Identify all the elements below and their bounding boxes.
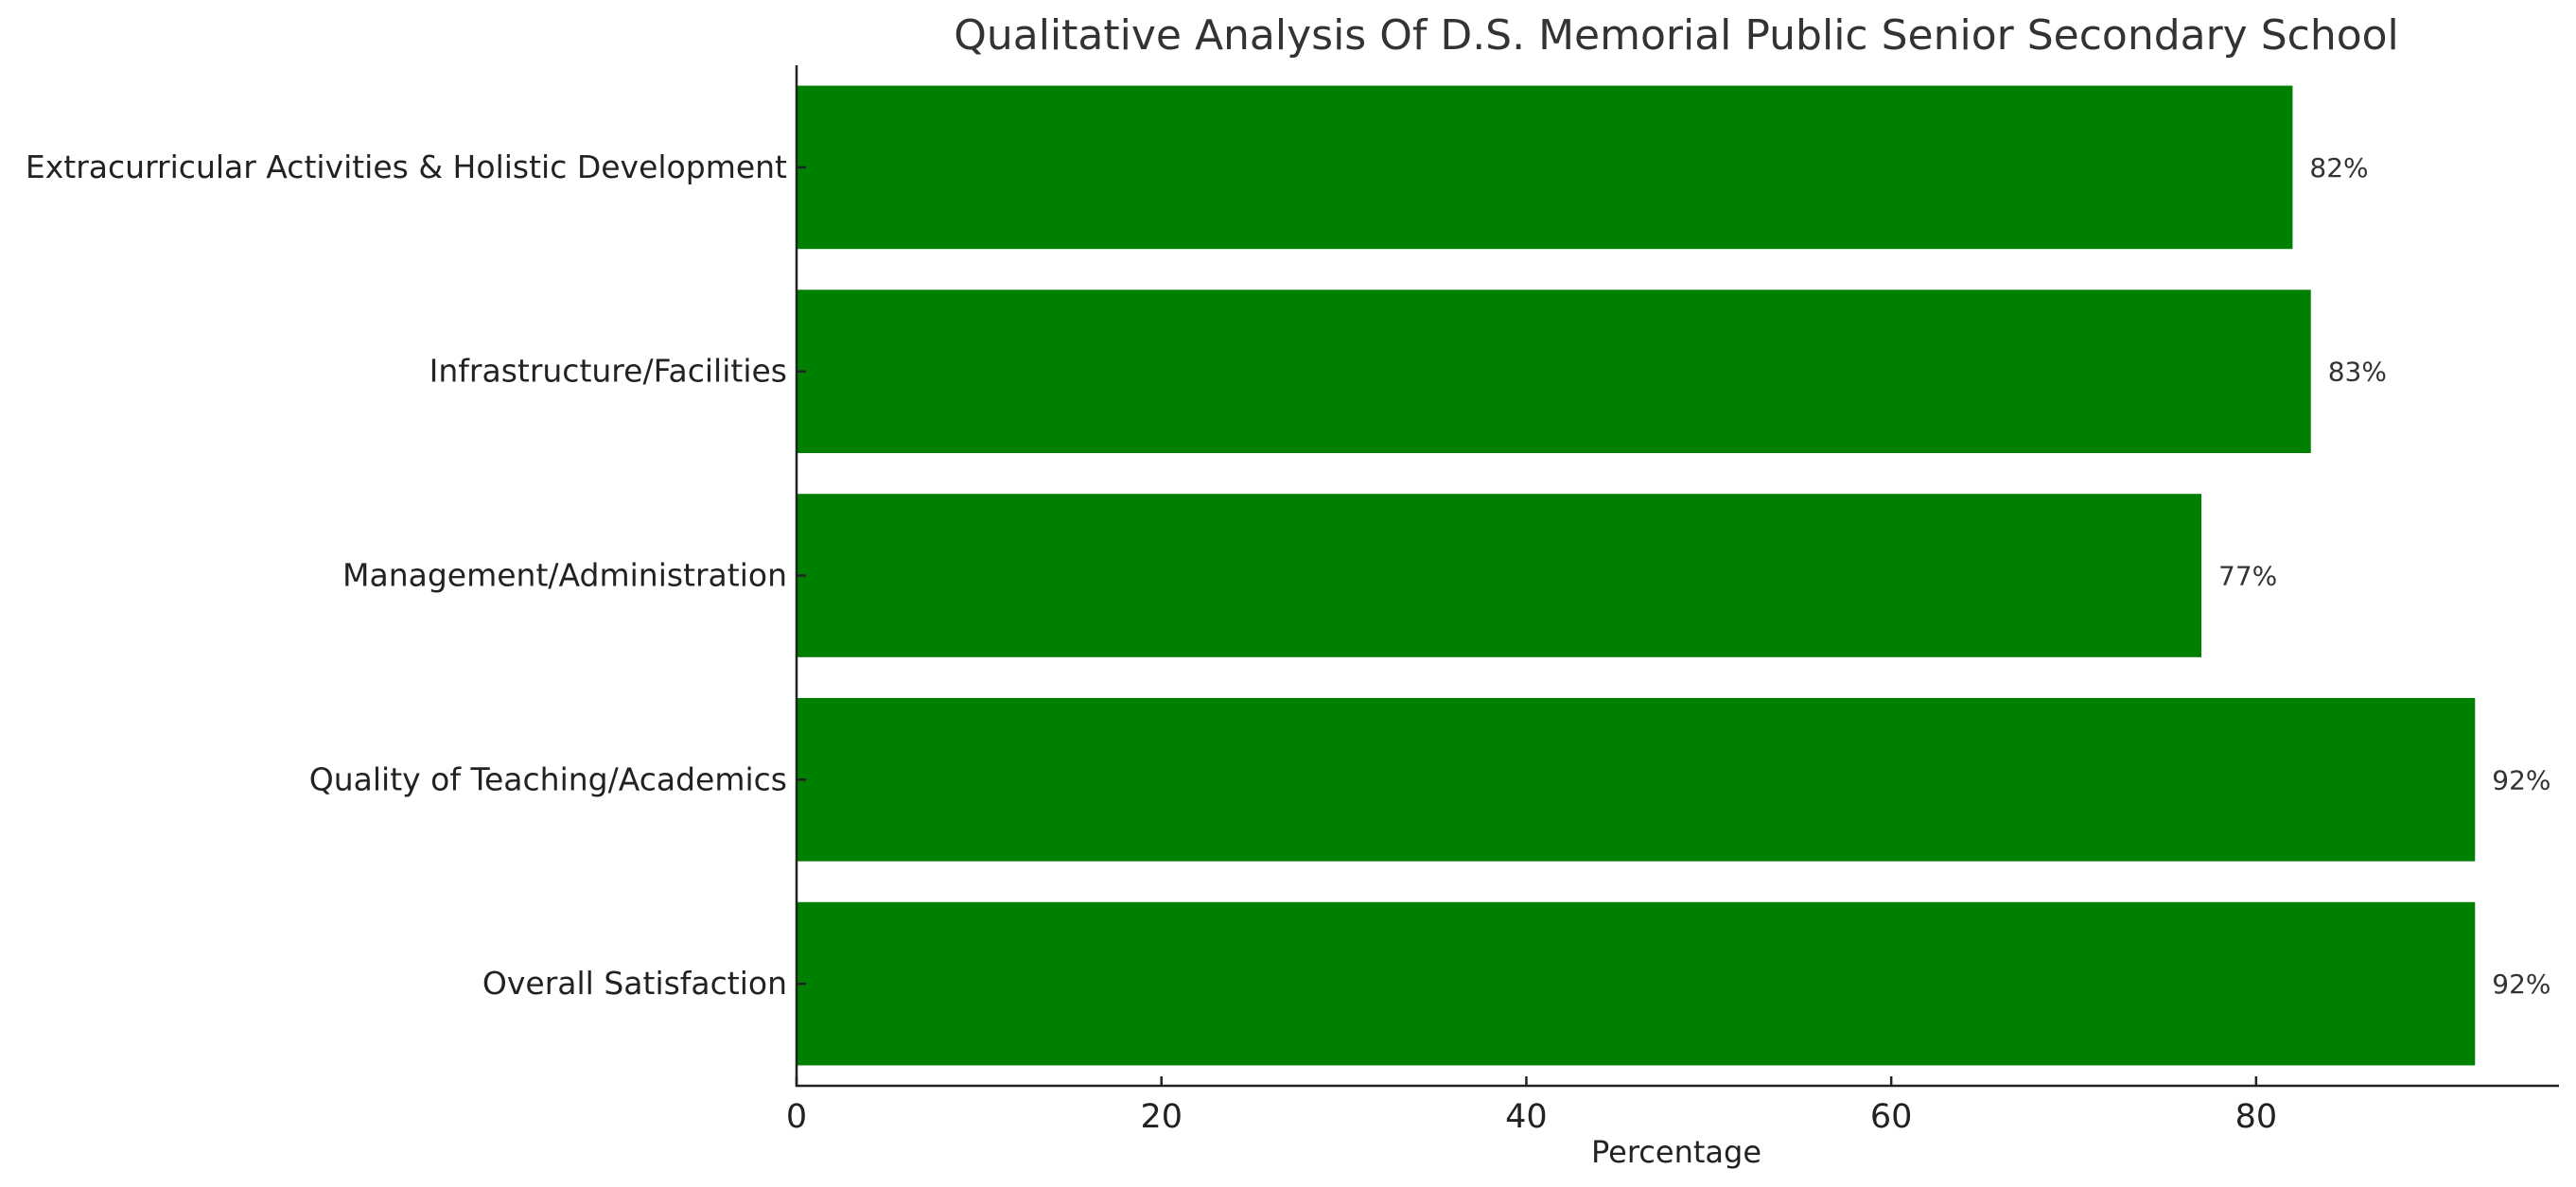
y-tick-label: Management/Administration [342, 557, 787, 594]
data-label: 83% [2328, 357, 2387, 388]
bar [797, 289, 2311, 454]
y-tick-label: Infrastructure/Facilities [429, 353, 787, 390]
bar [797, 901, 2476, 1066]
y-tick-label: Overall Satisfaction [482, 965, 787, 1002]
x-axis-label: Percentage [1591, 1134, 1761, 1170]
data-label: 77% [2218, 561, 2277, 592]
x-tick-label: 60 [1870, 1098, 1913, 1136]
data-label: 92% [2492, 764, 2550, 795]
x-tick-label: 20 [1140, 1098, 1183, 1136]
bar [797, 85, 2293, 250]
bar [797, 494, 2201, 657]
y-tick-label: Quality of Teaching/Academics [309, 760, 787, 797]
bar [797, 697, 2476, 862]
chart-title: Qualitative Analysis Of D.S. Memorial Pu… [954, 11, 2399, 60]
data-label: 82% [2309, 152, 2368, 183]
x-tick-label: 40 [1505, 1098, 1548, 1136]
x-tick-label: 0 [786, 1098, 807, 1136]
x-tick-label: 80 [2235, 1098, 2278, 1136]
data-label: 92% [2492, 969, 2550, 1000]
y-tick-label: Extracurricular Activities & Holistic De… [26, 148, 787, 185]
